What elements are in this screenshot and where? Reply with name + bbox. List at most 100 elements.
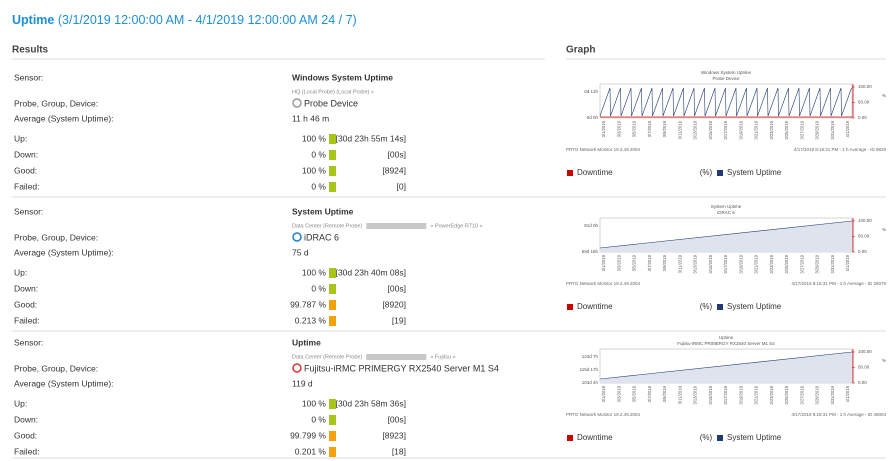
graph-title: Windows System Uptime bbox=[701, 70, 752, 75]
count: [8920] bbox=[382, 299, 406, 309]
y2-axis-label: 0.00 bbox=[858, 380, 867, 385]
percent-bar bbox=[329, 284, 336, 294]
graph-footer: 4/17/2019 8:18:31 PM - 1 h Average - ID … bbox=[792, 281, 887, 286]
x-axis-label: 3/5/2019 bbox=[632, 120, 637, 137]
sensor-label: Sensor: bbox=[14, 72, 43, 82]
average-value: 119 d bbox=[292, 378, 313, 388]
x-axis-label: 3/31/2019 bbox=[830, 385, 835, 404]
count: [30d 23h 58m 36s] bbox=[336, 398, 406, 408]
graph-footer: 4/17/2019 8:18:31 PM - 1 h Average - ID … bbox=[794, 147, 886, 152]
percent-bar bbox=[329, 300, 336, 310]
redacted bbox=[366, 354, 427, 360]
x-axis-label: 3/3/2019 bbox=[616, 254, 621, 271]
x-axis-label: 3/17/2019 bbox=[723, 385, 728, 404]
x-axis-label: 3/31/2019 bbox=[830, 120, 835, 139]
x-axis-label: 3/7/2019 bbox=[647, 254, 652, 271]
x-axis-label: 3/17/2019 bbox=[723, 120, 728, 139]
x-axis-label: 3/3/2019 bbox=[616, 385, 621, 402]
legend-swatch bbox=[717, 304, 723, 310]
x-axis-label: 3/23/2019 bbox=[769, 120, 774, 139]
y2-unit: % bbox=[882, 227, 886, 232]
x-axis-label: 3/13/2019 bbox=[693, 120, 698, 139]
device-icon bbox=[292, 232, 302, 242]
percent: 100 % bbox=[302, 398, 327, 408]
y-axis-label: 115d 17h bbox=[580, 367, 599, 372]
percent-bar bbox=[329, 150, 336, 160]
y2-axis-label: 50.00 bbox=[858, 100, 870, 105]
device-icon bbox=[292, 363, 302, 373]
x-axis-label: 3/27/2019 bbox=[799, 254, 804, 273]
legend-swatch bbox=[567, 304, 573, 310]
y2-axis-label: 0.00 bbox=[858, 249, 867, 254]
x-axis-label: 3/11/2019 bbox=[677, 120, 682, 139]
x-axis-label: 3/29/2019 bbox=[815, 120, 820, 139]
y2-axis-label: 50.00 bbox=[858, 365, 870, 370]
legend-swatch bbox=[567, 435, 573, 441]
percent-bar bbox=[329, 447, 336, 457]
y2-axis-label: 0.00 bbox=[858, 115, 867, 120]
x-axis-label: 3/1/2019 bbox=[601, 254, 606, 271]
count: [00s] bbox=[388, 149, 406, 159]
good-label: Good: bbox=[14, 430, 37, 440]
x-axis-label: 3/27/2019 bbox=[799, 120, 804, 139]
legend-label: System Uptime bbox=[727, 302, 782, 311]
percent: 0 % bbox=[311, 414, 326, 424]
x-axis-label: 4/1/2019 bbox=[845, 120, 850, 137]
sensor-name: Windows System Uptime bbox=[292, 72, 393, 82]
legend-unit: (%) bbox=[700, 168, 713, 177]
graph-footer: PRTG Network Monitor 19.2.49.2004 bbox=[566, 147, 640, 152]
good-label: Good: bbox=[14, 299, 37, 309]
x-axis-label: 4/1/2019 bbox=[845, 254, 850, 271]
page-title: Uptime (3/1/2019 12:00:00 AM - 4/1/2019 … bbox=[12, 13, 357, 27]
y-axis-label: 0d 0h bbox=[587, 115, 599, 120]
x-axis-label: 3/7/2019 bbox=[647, 120, 652, 137]
percent: 99.787 % bbox=[290, 299, 326, 309]
graph-subtitle: iDRAC 6 bbox=[717, 210, 735, 215]
x-axis-label: 3/1/2019 bbox=[601, 385, 606, 402]
x-axis-label: 3/5/2019 bbox=[632, 385, 637, 402]
down-label: Down: bbox=[14, 414, 38, 424]
percent: 99.799 % bbox=[290, 430, 326, 440]
count: [18] bbox=[392, 446, 406, 456]
sensor-label: Sensor: bbox=[14, 206, 43, 216]
x-axis-label: 3/23/2019 bbox=[769, 385, 774, 404]
device-icon bbox=[292, 98, 302, 108]
device-name: iDRAC 6 bbox=[304, 232, 339, 242]
uptime-area bbox=[600, 352, 852, 383]
sensor-label: Sensor: bbox=[14, 337, 43, 347]
y-axis-label: 104d 4h bbox=[582, 380, 599, 385]
graph-header: Graph bbox=[566, 45, 595, 56]
average-label: Average (System Uptime): bbox=[14, 378, 114, 388]
x-axis-label: 3/21/2019 bbox=[754, 254, 759, 273]
uptime-area bbox=[600, 221, 852, 252]
y-axis-label: 123d 7h bbox=[582, 354, 599, 359]
legend-swatch bbox=[567, 170, 573, 176]
down-label: Down: bbox=[14, 149, 38, 159]
average-value: 11 h 46 m bbox=[292, 113, 329, 123]
graph-subtitle: Probe Device bbox=[712, 76, 740, 81]
failed-label: Failed: bbox=[14, 446, 40, 456]
device-name: Probe Device bbox=[304, 98, 358, 108]
x-axis-label: 3/15/2019 bbox=[708, 385, 713, 404]
y2-axis-label: 100.00 bbox=[858, 349, 872, 354]
percent-bar bbox=[329, 399, 336, 409]
count: [30d 23h 55m 14s] bbox=[336, 133, 406, 143]
x-axis-label: 3/1/2019 bbox=[601, 120, 606, 137]
graph-title: System Uptime bbox=[711, 204, 742, 209]
probe-path-tail: » Fujitsu » bbox=[430, 354, 455, 360]
title-range: (3/1/2019 12:00:00 AM - 4/1/2019 12:00:0… bbox=[58, 13, 357, 27]
device-name: Fujitsu-iRMC PRIMERGY RX2540 Server M1 S… bbox=[304, 363, 499, 373]
sensor-name: System Uptime bbox=[292, 206, 354, 216]
x-axis-label: 3/21/2019 bbox=[754, 385, 759, 404]
legend-swatch bbox=[717, 435, 723, 441]
x-axis-label: 3/25/2019 bbox=[784, 385, 789, 404]
legend-label: Downtime bbox=[577, 302, 613, 311]
average-label: Average (System Uptime): bbox=[14, 113, 114, 123]
percent: 100 % bbox=[302, 133, 327, 143]
average-value: 75 d bbox=[292, 247, 309, 257]
graph-title: Uptime bbox=[719, 335, 734, 340]
graph-footer: PRTG Network Monitor 19.2.49.2004 bbox=[566, 281, 640, 286]
x-axis-label: 3/19/2019 bbox=[738, 385, 743, 404]
up-label: Up: bbox=[14, 267, 27, 277]
